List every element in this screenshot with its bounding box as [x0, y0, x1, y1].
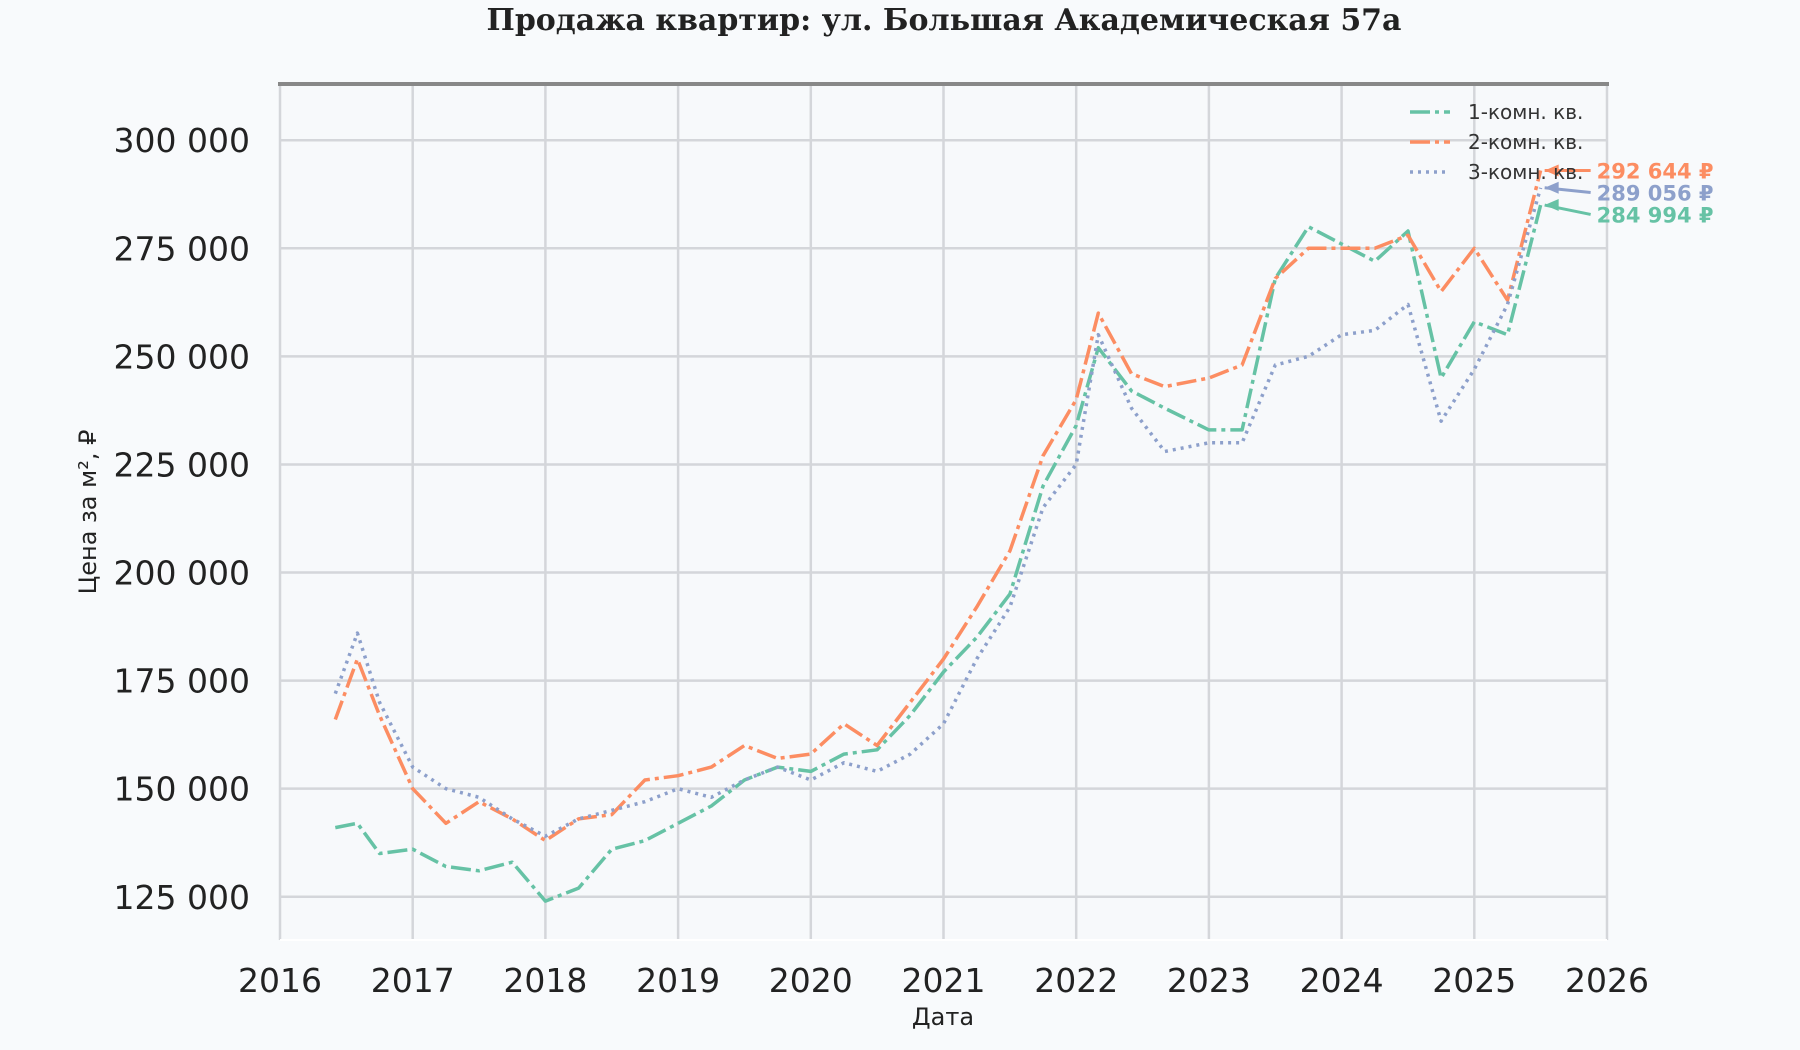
y-tick-label: 250 000 [114, 337, 250, 376]
x-tick-label: 2016 [238, 961, 322, 1000]
legend-label: 2-комн. кв. [1468, 130, 1583, 154]
end-label-arrowhead [1544, 181, 1559, 194]
x-tick-label: 2020 [769, 961, 853, 1000]
end-value-labels: 292 644 ₽289 056 ₽284 994 ₽ [1544, 159, 1714, 227]
series-line-3 [333, 187, 1543, 838]
series-line-1 [334, 204, 1543, 903]
legend: 1-комн. кв. 2-комн. кв. 3-комн. кв. [1410, 100, 1583, 184]
y-tick-label: 225 000 [114, 445, 250, 484]
x-tick-label: 2019 [636, 961, 720, 1000]
x-tick-label: 2017 [371, 961, 455, 1000]
end-label-arrowhead [1544, 199, 1559, 212]
y-tick-label: 275 000 [114, 229, 250, 268]
series-line-2 [333, 170, 1543, 843]
end-value-label: 292 644 ₽ [1597, 159, 1714, 183]
x-tick-label: 2018 [503, 961, 587, 1000]
end-value-label: 289 056 ₽ [1597, 181, 1714, 205]
x-tick-label: 2026 [1565, 961, 1649, 1000]
end-label-arrowhead [1544, 164, 1559, 177]
y-tick-label: 150 000 [114, 770, 250, 809]
legend-label: 3-комн. кв. [1468, 160, 1583, 184]
x-tick-label: 2023 [1167, 961, 1251, 1000]
end-value-label: 284 994 ₽ [1597, 203, 1714, 227]
x-tick-label: 2025 [1432, 961, 1516, 1000]
y-axis-label: Цена за м², ₽ [74, 430, 102, 595]
y-tick-label: 300 000 [114, 121, 250, 160]
y-tick-label: 200 000 [114, 554, 250, 593]
grid [278, 84, 1609, 940]
x-axis-ticks: 2016 2017 2018 2019 2020 2021 2022 2023 2024 2025… [238, 961, 1649, 1000]
legend-label: 1-комн. кв. [1468, 100, 1583, 124]
y-axis-ticks: 125 000 150 000 175 000 200 000 225 000 250 0… [114, 121, 250, 917]
x-axis-label: Дата [912, 1003, 974, 1031]
x-tick-label: 2024 [1300, 961, 1384, 1000]
y-tick-label: 125 000 [114, 878, 250, 917]
y-tick-label: 175 000 [114, 662, 250, 701]
x-tick-label: 2022 [1034, 961, 1118, 1000]
x-tick-label: 2021 [902, 961, 986, 1000]
series-lines [333, 170, 1543, 903]
chart-title: Продажа квартир: ул. Большая Академическ… [486, 3, 1401, 38]
